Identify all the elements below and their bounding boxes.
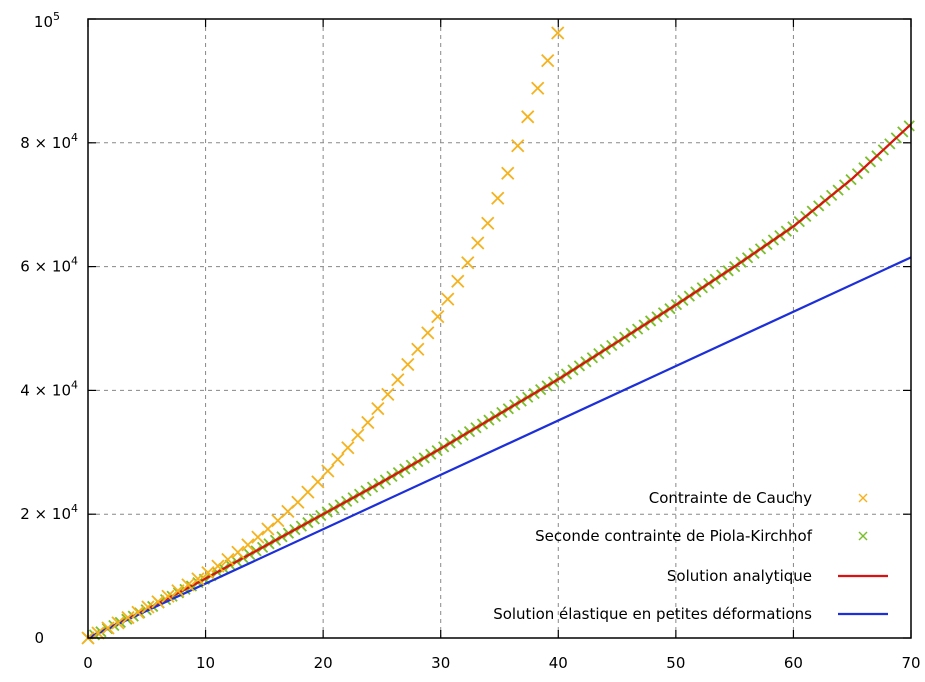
- series-marker: [231, 545, 245, 559]
- x-tick-label: 60: [784, 654, 803, 672]
- series-marker: [221, 552, 235, 567]
- series-marker: [131, 605, 145, 619]
- grid-layer: [88, 19, 911, 638]
- series-marker: [411, 342, 425, 356]
- series-marker: [441, 292, 455, 306]
- y-tick-label: 8 × 104: [20, 131, 78, 152]
- series-marker: [521, 110, 535, 124]
- series-marker: [321, 464, 335, 478]
- series-marker: [391, 373, 405, 387]
- series-marker: [511, 139, 525, 153]
- series-marker: [311, 475, 325, 489]
- series-marker: [481, 216, 495, 230]
- legend-label: Solution élastique en petites déformatio…: [493, 605, 812, 623]
- series-marker: [491, 191, 505, 205]
- tick-layer: 0 10 20 30 40 50 60 70 0 2 × 104 4 × 104 6 × 104 8 ×…: [20, 10, 920, 672]
- y-tick-label: 6 × 104: [20, 255, 78, 276]
- y-tick-label: 2 × 104: [20, 502, 78, 523]
- x-tick-label: 50: [666, 654, 685, 672]
- series-marker: [241, 538, 255, 552]
- series-marker: [471, 236, 485, 250]
- legend-label: Contrainte de Cauchy: [649, 489, 812, 507]
- series-marker: [331, 452, 345, 467]
- series-marker: [531, 81, 545, 95]
- series-marker: [171, 584, 185, 598]
- series-marker: [541, 53, 555, 68]
- y-tick-label: 0: [34, 629, 44, 647]
- x-tick-label: 70: [901, 654, 920, 672]
- x-tick-label: 10: [196, 654, 215, 672]
- series-marker: [151, 595, 165, 609]
- series-marker: [501, 166, 515, 180]
- x-tick-label: 30: [431, 654, 450, 672]
- series-marker: [191, 572, 205, 586]
- series-marker: [181, 578, 195, 592]
- series-marker: [291, 495, 305, 509]
- x-tick-label: 40: [549, 654, 568, 672]
- series-marker: [121, 610, 135, 625]
- legend-label: Solution analytique: [667, 567, 812, 585]
- series-marker: [361, 415, 375, 430]
- series-marker: [421, 326, 435, 340]
- series-layer: [81, 26, 915, 645]
- series-line: [87, 256, 912, 639]
- series-marker: [381, 387, 395, 402]
- series-marker: [461, 256, 475, 270]
- series-marker: [351, 428, 365, 442]
- series-marker: [101, 621, 115, 635]
- series-marker: [301, 485, 315, 499]
- series-marker: [551, 26, 565, 40]
- series-marker: [341, 441, 355, 455]
- series-line: [87, 123, 912, 639]
- x-tick-label: 0: [83, 654, 93, 672]
- legend: Contrainte de Cauchy Seconde contrainte d…: [493, 489, 888, 623]
- series-marker: [251, 530, 265, 544]
- legend-marker: [858, 531, 868, 541]
- series-marker: [161, 589, 175, 603]
- series-marker: [261, 522, 275, 536]
- series-marker: [141, 600, 155, 614]
- series-marker: [111, 616, 125, 630]
- series-marker: [431, 309, 445, 324]
- legend-marker: [858, 493, 868, 503]
- series-marker: [371, 401, 385, 416]
- series-marker: [91, 626, 105, 640]
- series-marker: [401, 357, 415, 372]
- series-marker: [451, 274, 465, 288]
- series-marker: [201, 566, 215, 580]
- y-tick-label: 4 × 104: [20, 378, 78, 399]
- legend-label: Seconde contrainte de Piola-Kirchhof: [535, 527, 813, 545]
- x-tick-label: 20: [314, 654, 333, 672]
- series-marker: [211, 559, 225, 573]
- plot-frame: [87, 18, 912, 639]
- y-tick-label: 105: [34, 10, 60, 31]
